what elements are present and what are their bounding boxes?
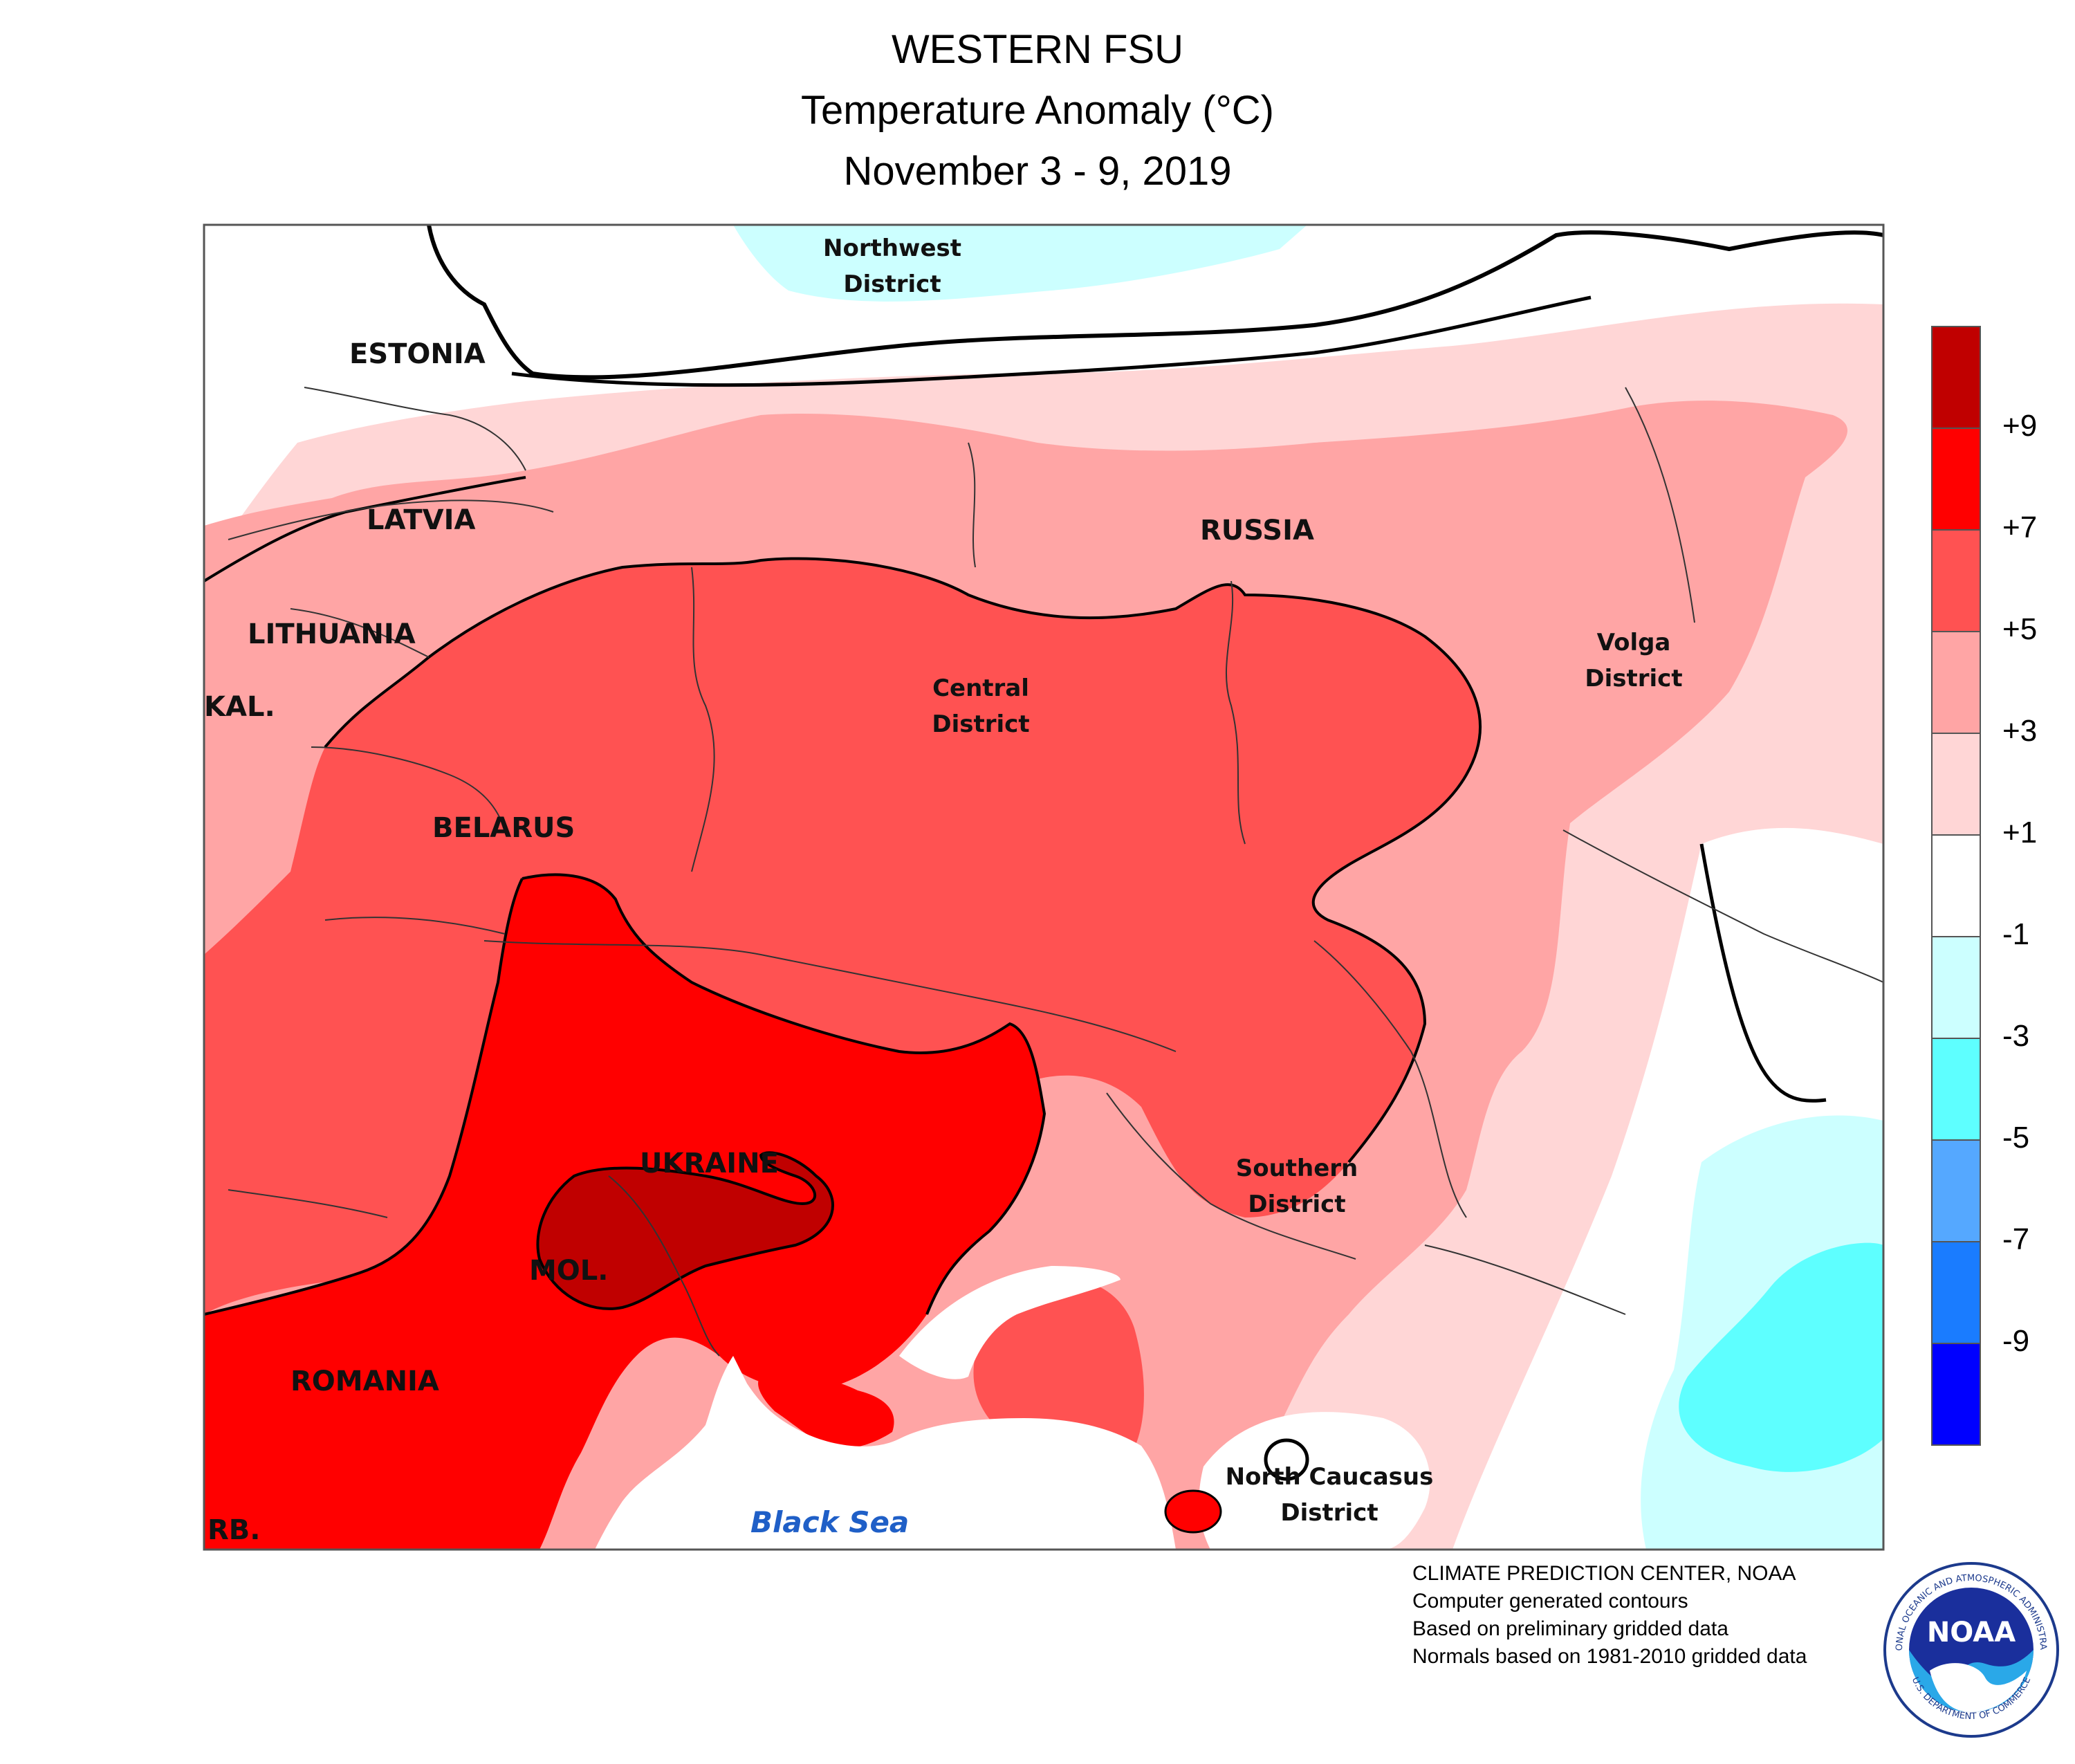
noaa-logo-icon: NOAA NATIONAL OCEANIC AND ATMOSPHERIC AD… xyxy=(1881,1560,2059,1738)
legend-tick-label: +7 xyxy=(2002,511,2038,544)
legend-bin-8 xyxy=(1931,1139,1981,1242)
label-northwest-district-1: Northwest xyxy=(823,235,961,262)
anomaly-fill-minus3-5-southeast xyxy=(1679,1242,1883,1472)
anomaly-fill-near-normal-caucasus xyxy=(1199,1412,1430,1550)
label-southern-district-2: District xyxy=(1248,1191,1345,1218)
label-latvia: LATVIA xyxy=(367,504,475,536)
legend-bin-10 xyxy=(1931,1343,1981,1446)
anomaly-fill-minus1-3-north xyxy=(546,225,1307,302)
legend-bin-1 xyxy=(1931,428,1981,531)
contour-plus9 xyxy=(536,1151,834,1310)
label-southern-district-1: Southern xyxy=(1236,1155,1358,1182)
label-north-caucasus-district-1: North Caucasus xyxy=(1226,1463,1434,1491)
label-volga-district-1: Volga xyxy=(1597,629,1671,656)
contour-plus7-west xyxy=(204,878,524,1316)
legend-color-bar xyxy=(1931,326,1981,1446)
caucasus-contour-loop xyxy=(1264,1438,1309,1481)
noaa-logo-text: NOAA xyxy=(1927,1617,2016,1648)
legend-bin-7 xyxy=(1931,1038,1981,1141)
legend-tick-label: +9 xyxy=(2002,409,2038,443)
sea-of-azov-water xyxy=(899,1266,1120,1379)
label-russia: RUSSIA xyxy=(1200,515,1314,546)
legend-bin-3 xyxy=(1931,631,1981,734)
label-volga-district-2: District xyxy=(1585,665,1682,692)
label-kaliningrad: KAL. xyxy=(204,691,275,723)
label-estonia: ESTONIA xyxy=(349,338,486,370)
legend-bin-4 xyxy=(1931,733,1981,836)
label-northwest-district-2: District xyxy=(843,270,941,298)
legend-bin-0 xyxy=(1931,326,1981,429)
map-frame xyxy=(203,223,1885,1551)
label-central-district-1: Central xyxy=(932,674,1029,702)
label-belarus: BELARUS xyxy=(432,812,575,844)
map-date-range: November 3 - 9, 2019 xyxy=(843,149,1232,194)
label-serbia: RB. xyxy=(208,1514,260,1546)
legend-tick-label: -1 xyxy=(2002,917,2030,951)
label-lithuania: LITHUANIA xyxy=(248,618,416,650)
legend-tick-label: +5 xyxy=(2002,612,2038,646)
anomaly-fill-plus7-9-caucasus xyxy=(1164,1489,1222,1534)
contour-plus7 xyxy=(522,873,1046,1315)
map-title: WESTERN FSU xyxy=(891,27,1184,72)
label-ukraine: UKRAINE xyxy=(640,1148,779,1179)
legend-bin-5 xyxy=(1931,834,1981,937)
contour-minus1 xyxy=(427,225,1883,380)
label-north-caucasus-district-2: District xyxy=(1280,1499,1378,1527)
label-romania: ROMANIA xyxy=(290,1366,439,1397)
legend-tick-label: -5 xyxy=(2002,1121,2030,1155)
label-central-district-2: District xyxy=(932,710,1029,738)
anomaly-fill-near-normal-north xyxy=(204,225,1883,567)
credit-line-1: CLIMATE PREDICTION CENTER, NOAA xyxy=(1412,1562,1796,1585)
country-borders xyxy=(228,387,1883,1357)
legend-tick-label: -9 xyxy=(2002,1324,2030,1358)
credit-line-2: Computer generated contours xyxy=(1412,1590,1688,1613)
legend-tick-label: -3 xyxy=(2002,1019,2030,1053)
anomaly-fill-plus5-7-south xyxy=(973,1275,1144,1462)
credit-line-4: Normals based on 1981-2010 gridded data xyxy=(1412,1645,1807,1668)
map-subtitle: Temperature Anomaly (°C) xyxy=(801,88,1274,133)
contour-plus1-east xyxy=(1699,843,1827,1103)
legend-bin-2 xyxy=(1931,529,1981,632)
legend-bin-9 xyxy=(1931,1241,1981,1344)
legend-bin-6 xyxy=(1931,936,1981,1039)
contour-plus1 xyxy=(511,295,1592,387)
legend-tick-label: +3 xyxy=(2002,714,2038,748)
legend-tick-label: -7 xyxy=(2002,1222,2030,1256)
black-sea-water xyxy=(595,1356,1176,1550)
map-frame-content xyxy=(204,225,1883,1550)
contour-plus5 xyxy=(324,557,1482,1164)
credit-line-3: Based on preliminary gridded data xyxy=(1412,1617,1728,1640)
anomaly-fill-crimea xyxy=(758,1374,894,1449)
legend-tick-label: +1 xyxy=(2002,816,2038,849)
label-moldova: MOL. xyxy=(529,1255,609,1287)
credits-block: CLIMATE PREDICTION CENTER, NOAA Computer… xyxy=(1412,1560,1807,1671)
label-black-sea: Black Sea xyxy=(750,1505,909,1539)
